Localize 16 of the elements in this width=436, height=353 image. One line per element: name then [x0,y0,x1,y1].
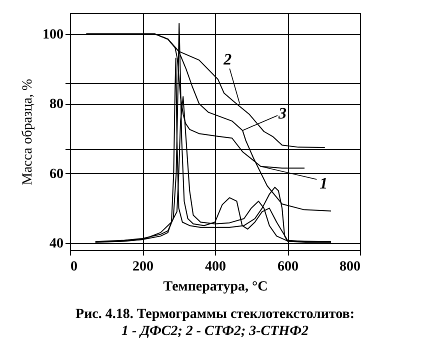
y-tick-label: 40 [50,236,64,252]
x-tick-label: 600 [278,260,298,274]
text: Рис. 4.18. Термограммы стеклотекстолитов: [76,307,354,322]
x-tick-label: 0 [70,260,78,274]
y-tick-label: 100 [42,27,64,42]
annotation: 2 [222,52,232,69]
y-tick-label: 60 [50,166,64,182]
x-tick-label: 200 [132,260,154,274]
x-tick-label: 800 [340,260,360,274]
x-tick-label: 400 [205,260,226,274]
x-axis-title: Температура, °C [163,280,268,294]
annotation: 1 [320,175,328,192]
annotation: 3 [278,105,287,122]
text: 1 - ДФС2; 2 - СТФ2; 3-СТНФ2 [122,324,308,339]
y-axis-title: Масса образца, % [20,78,36,186]
y-tick-label: 80 [50,97,64,112]
